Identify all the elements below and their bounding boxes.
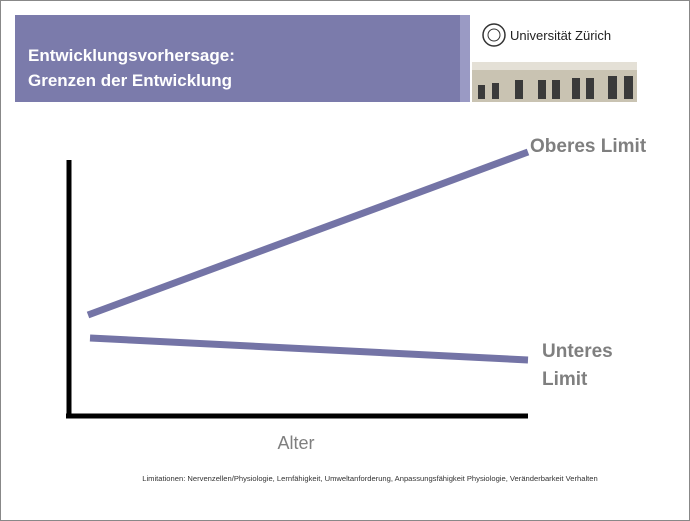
lower-limit-label: Limit (542, 369, 588, 390)
logo-seal (482, 23, 506, 47)
logo-text: Universität Zürich (510, 28, 611, 43)
logo-seal-inner (487, 28, 501, 42)
lower-limit-line (89, 334, 529, 364)
x-axis-label: Alter (277, 433, 314, 453)
header-stripe (460, 15, 470, 102)
footnote: Limitationen: Nervenzellen/Physiologie, … (142, 474, 597, 483)
logo-windows (478, 76, 633, 99)
logo-building-roof (472, 62, 637, 70)
header-title-line: Entwicklungsvorhersage: (28, 46, 235, 65)
lower-limit-label: Unteres (542, 341, 613, 362)
upper-limit-line (86, 148, 530, 319)
header-band (15, 15, 460, 102)
upper-limit-label: Oberes Limit (530, 136, 647, 157)
logo: Universität Zürich (472, 23, 637, 102)
header-title-line: Grenzen der Entwicklung (28, 71, 232, 90)
